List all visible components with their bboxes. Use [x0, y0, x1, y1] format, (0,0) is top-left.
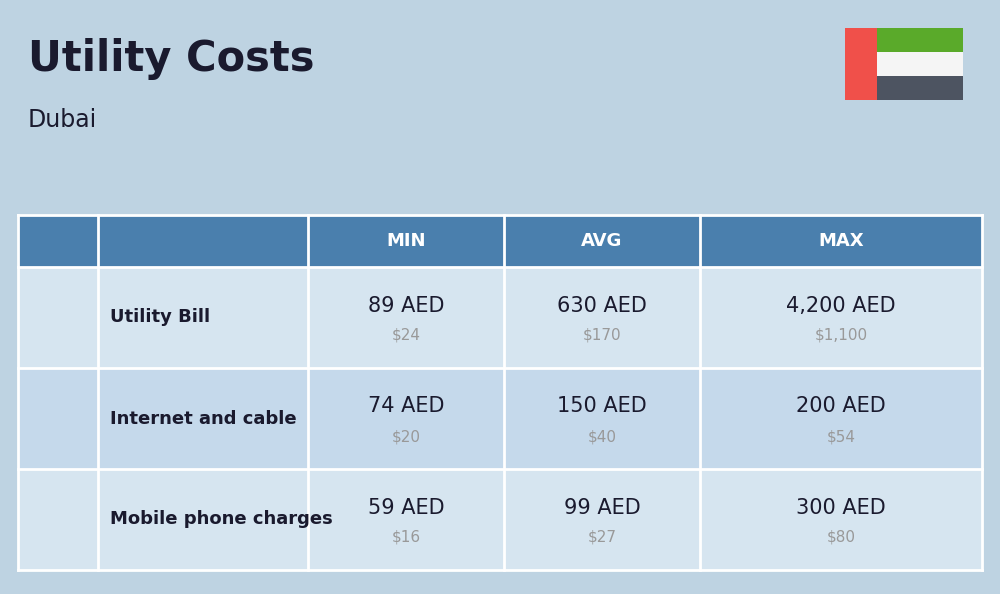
Text: AVG: AVG — [581, 232, 623, 250]
Bar — [845, 28, 877, 100]
Text: 99 AED: 99 AED — [564, 498, 640, 517]
Text: $16: $16 — [391, 530, 421, 545]
Text: Utility Costs: Utility Costs — [28, 38, 314, 80]
Text: Utility Bill: Utility Bill — [110, 308, 210, 327]
Text: $80: $80 — [826, 530, 856, 545]
Text: Mobile phone charges: Mobile phone charges — [110, 510, 333, 529]
Bar — [39, 501, 77, 539]
Text: $27: $27 — [588, 530, 616, 545]
Text: 89 AED: 89 AED — [368, 295, 444, 315]
Bar — [18, 215, 982, 267]
Bar — [845, 76, 963, 100]
Bar — [18, 267, 982, 368]
Text: $1,100: $1,100 — [814, 328, 868, 343]
Text: $170: $170 — [583, 328, 621, 343]
Bar — [39, 400, 77, 438]
Text: 200 AED: 200 AED — [796, 397, 886, 416]
Text: $54: $54 — [826, 429, 856, 444]
Bar — [845, 28, 963, 52]
Bar — [845, 52, 963, 76]
Text: MIN: MIN — [386, 232, 426, 250]
Text: MAX: MAX — [818, 232, 864, 250]
Text: $20: $20 — [392, 429, 420, 444]
Text: Internet and cable: Internet and cable — [110, 409, 297, 428]
Bar — [18, 368, 982, 469]
Text: 630 AED: 630 AED — [557, 295, 647, 315]
Text: 59 AED: 59 AED — [368, 498, 444, 517]
Bar — [18, 469, 982, 570]
Text: 4,200 AED: 4,200 AED — [786, 295, 896, 315]
Text: $24: $24 — [392, 328, 420, 343]
Text: 300 AED: 300 AED — [796, 498, 886, 517]
Text: $40: $40 — [588, 429, 616, 444]
Text: 74 AED: 74 AED — [368, 397, 444, 416]
Text: 150 AED: 150 AED — [557, 397, 647, 416]
Bar — [39, 299, 77, 336]
Text: Dubai: Dubai — [28, 108, 97, 132]
